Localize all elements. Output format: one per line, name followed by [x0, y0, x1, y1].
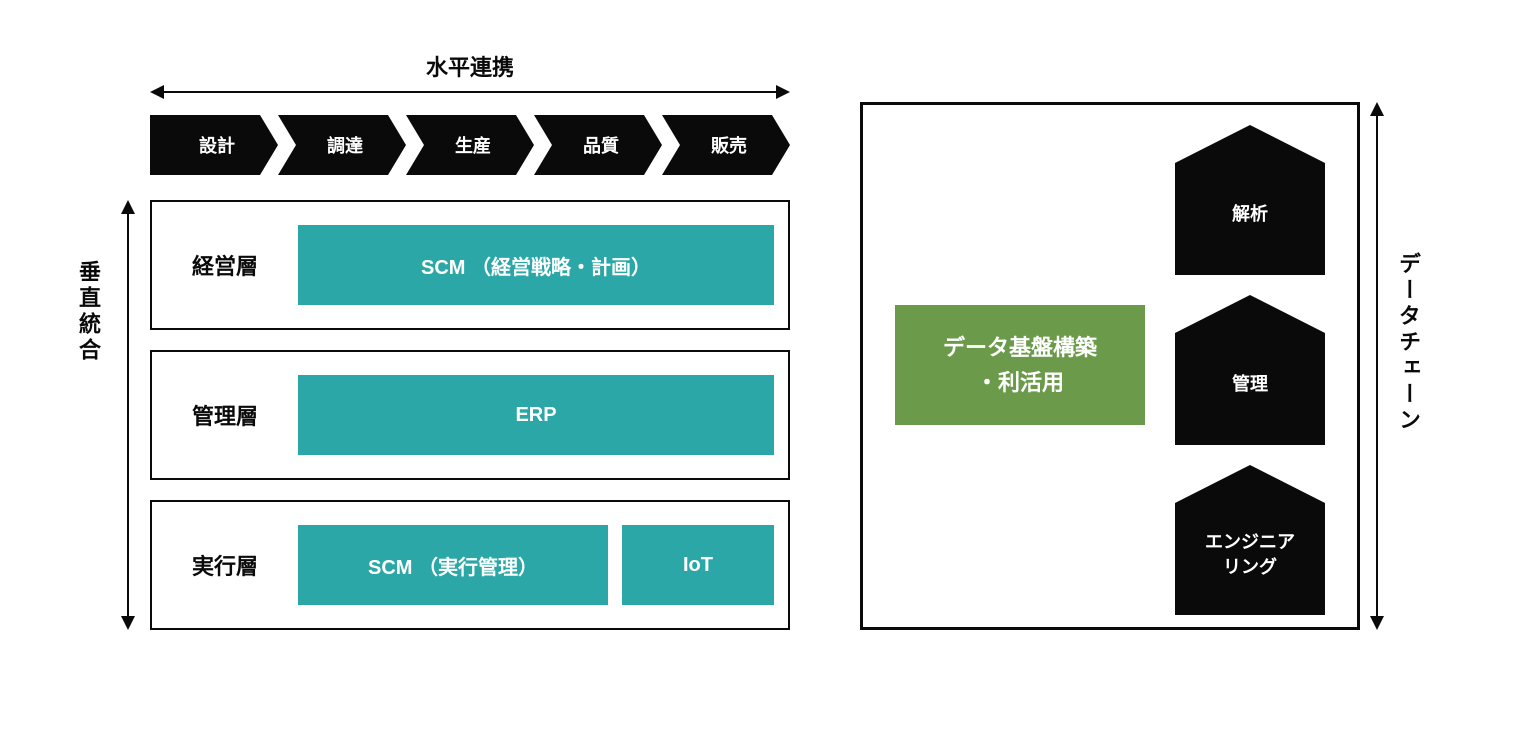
process-chevron: 生産	[406, 115, 534, 175]
process-chevron-label: 生産	[406, 115, 534, 175]
horizontal-double-arrow	[150, 82, 790, 102]
process-chevron: 設計	[150, 115, 278, 175]
left-panel: 水平連携 垂直統合 設計調達生産品質販売 経営層SCM （経営戦略・計画） 管理層…	[80, 50, 800, 650]
system-box: IoT	[622, 525, 774, 605]
system-box: SCM （実行管理）	[298, 525, 608, 605]
process-chevron: 調達	[278, 115, 406, 175]
pentagon-step: 解析	[1175, 125, 1325, 275]
system-box: SCM （経営戦略・計画）	[298, 225, 774, 305]
pentagon-step: 管理	[1175, 295, 1325, 445]
pentagon-stack: 解析管理エンジニアリング	[1175, 125, 1325, 615]
layer-content: ERP	[298, 352, 788, 478]
layer-title: 経営層	[152, 249, 298, 281]
right-panel: データ基盤構築・利活用 解析管理エンジニアリング データチェーン	[860, 102, 1400, 630]
process-chevron-label: 販売	[662, 115, 790, 175]
process-chevron-label: 品質	[534, 115, 662, 175]
pentagon-step: エンジニアリング	[1175, 465, 1325, 615]
pentagon-label: 解析	[1175, 165, 1325, 265]
process-chevron-label: 調達	[278, 115, 406, 175]
horizontal-axis-label: 水平連携	[150, 50, 790, 82]
data-chain-label: データチェーン	[1392, 252, 1424, 434]
layer-title: 実行層	[152, 549, 298, 581]
layer-box: 管理層ERP	[150, 350, 790, 480]
process-chevron: 品質	[534, 115, 662, 175]
layer-box: 経営層SCM （経営戦略・計画）	[150, 200, 790, 330]
system-box: ERP	[298, 375, 774, 455]
process-chevron-row: 設計調達生産品質販売	[150, 115, 790, 175]
layer-title: 管理層	[152, 399, 298, 431]
pentagon-label: エンジニアリング	[1175, 505, 1325, 605]
right-vertical-double-arrow	[1367, 102, 1387, 630]
diagram-container: 水平連携 垂直統合 設計調達生産品質販売 経営層SCM （経営戦略・計画） 管理層…	[80, 50, 1460, 690]
layer-content: SCM （実行管理）IoT	[298, 502, 788, 628]
process-chevron: 販売	[662, 115, 790, 175]
pentagon-label: 管理	[1175, 335, 1325, 435]
right-outline-box: データ基盤構築・利活用 解析管理エンジニアリング	[860, 102, 1360, 630]
data-platform-box: データ基盤構築・利活用	[895, 305, 1145, 425]
layer-stack: 経営層SCM （経営戦略・計画） 管理層ERP 実行層SCM （実行管理）IoT	[150, 200, 790, 650]
vertical-double-arrow	[118, 200, 138, 630]
data-platform-label: データ基盤構築・利活用	[943, 330, 1097, 400]
layer-box: 実行層SCM （実行管理）IoT	[150, 500, 790, 630]
layer-content: SCM （経営戦略・計画）	[298, 202, 788, 328]
vertical-axis-label: 垂直統合	[80, 260, 104, 364]
process-chevron-label: 設計	[150, 115, 278, 175]
